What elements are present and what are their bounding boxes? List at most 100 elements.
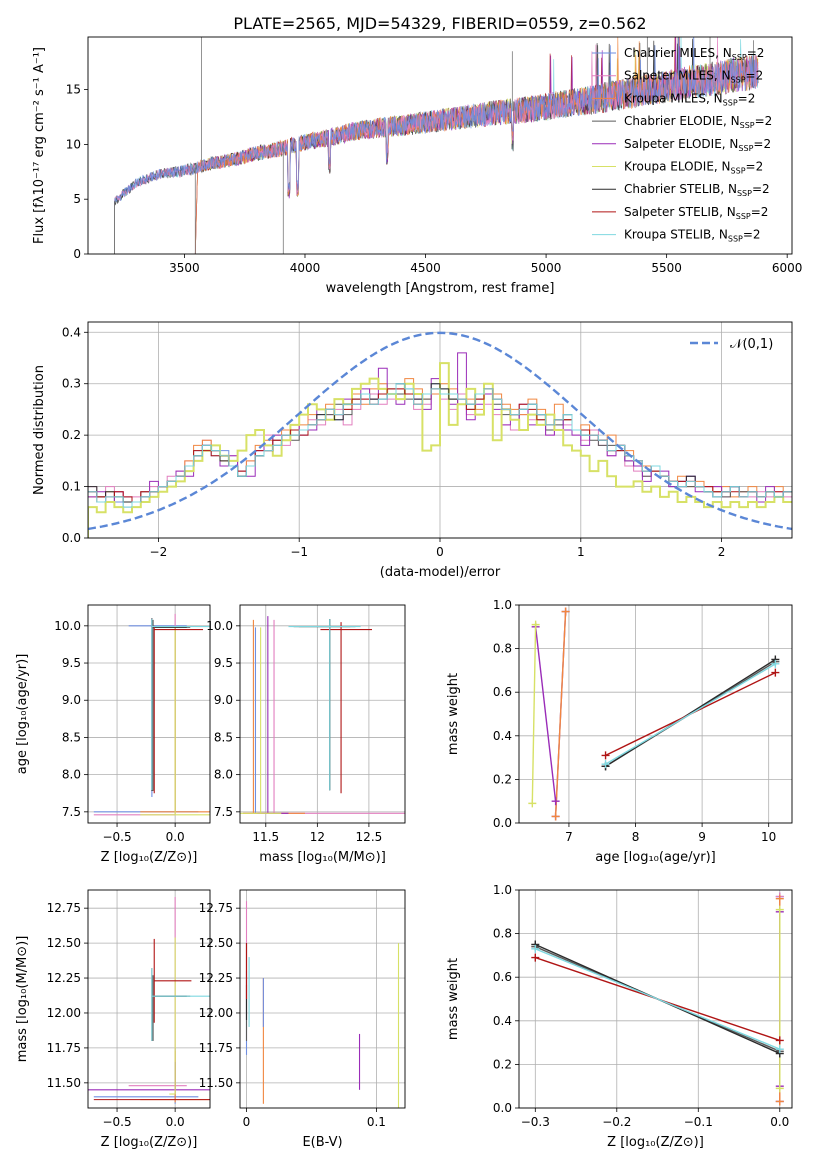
y-tick-label: 8.5 (62, 730, 81, 744)
weight-marker (561, 607, 570, 616)
x-axis-label: wavelength [Angstrom, rest frame] (326, 281, 555, 296)
y-tick-label: 11.75 (199, 1041, 233, 1055)
y-tick-label: 8.5 (214, 730, 233, 744)
axes-mass_vs_EBV: 0 0.1 11.50 11.75 12.00 12.25 12.50 12.75 E(B-V) (199, 889, 406, 1150)
x-tick-label: 10 (761, 830, 776, 844)
plot-area (528, 607, 780, 821)
figure-title: PLATE=2565, MJD=54329, FIBERID=0559, z=0… (233, 14, 646, 33)
x-tick-label: 0.0 (166, 1115, 185, 1129)
y-axis-label: Flux [fλ10⁻¹⁷ erg cm⁻² s⁻¹ A⁻¹] (32, 47, 47, 244)
axes-frame (87, 604, 211, 824)
x-tick-label: 5500 (651, 261, 682, 275)
histogram-series-8 (88, 383, 792, 538)
y-tick-label: 1.0 (493, 598, 512, 612)
axes-spectrum: 3500 4000 4500 5000 5500 6000 0 5 10 15 wavelength… (32, 36, 803, 296)
y-tick-label: 9.5 (214, 656, 233, 670)
spectrum-legend: Chabrier MILES, NSSP=2 Salpeter MILES, NS… (592, 46, 772, 244)
y-axis-label: mass [log₁₀(M/M⊙)] (15, 936, 30, 1063)
axes-age_vs_Z: −0.5 0.0 7.5 8.0 8.5 9.0 9.5 10.0 Z [log₁₀(Z/Z⊙)… (15, 604, 211, 865)
weight-marker (601, 760, 610, 769)
weight-marker (531, 944, 540, 953)
weight-marker (771, 659, 780, 668)
y-tick-label: 0.0 (62, 531, 81, 545)
y-tick-label: 10 (66, 137, 81, 151)
y-tick-label: 5 (73, 192, 81, 206)
x-axis-label: mass [log₁₀(M/M⊙)] (259, 850, 386, 865)
weight-marker (551, 812, 560, 821)
axes-weight_vs_Z: −0.3 −0.2 −0.1 0.0 0.0 0.2 0.4 0.6 0.8 1.0 Z [log₁… (446, 883, 793, 1150)
y-tick-label: 11.75 (47, 1041, 81, 1055)
y-tick-label: 0.8 (493, 642, 512, 656)
x-tick-label: 12.5 (356, 830, 383, 844)
legend-label-4: Salpeter ELODIE, NSSP=2 (624, 137, 771, 153)
y-tick-label: 0.4 (493, 729, 512, 743)
y-tick-label: 12.50 (199, 936, 233, 950)
legend-label-6: Chabrier STELIB, NSSP=2 (624, 182, 770, 198)
axes-frame (518, 889, 793, 1109)
x-tick-label: 6000 (772, 261, 803, 275)
legend-label-0: Chabrier MILES, NSSP=2 (624, 46, 764, 62)
legend-label-1: Salpeter MILES, NSSP=2 (624, 69, 763, 85)
x-tick-label: 11.5 (252, 830, 279, 844)
legend-label-8: Kroupa STELIB, NSSP=2 (624, 228, 761, 244)
y-tick-label: 12.25 (199, 971, 233, 985)
y-tick-label: 0 (73, 247, 81, 261)
normal-curve (88, 331, 792, 531)
y-tick-label: 12.50 (47, 936, 81, 950)
weight-line-4 (534, 626, 557, 802)
normal-legend-label: 𝒩(0,1) (730, 337, 773, 352)
axes-mass_vs_Z: −0.5 0.0 11.50 11.75 12.00 12.25 12.50 12.75 Z [… (15, 889, 211, 1150)
plot-area (88, 896, 210, 1104)
x-tick-label: 8 (632, 830, 640, 844)
y-tick-label: 11.50 (47, 1076, 81, 1090)
y-tick-label: 12.25 (47, 971, 81, 985)
x-tick-label: 0.0 (770, 1115, 789, 1129)
y-tick-label: 9.5 (62, 656, 81, 670)
y-axis-label: age [log₁₀(age/yr)] (15, 654, 30, 775)
axes-frame (239, 889, 406, 1109)
x-tick-label: −1 (290, 545, 308, 559)
y-tick-label: 0.2 (493, 772, 512, 786)
x-tick-label: −0.1 (684, 1115, 713, 1129)
x-axis-label: E(B-V) (302, 1135, 342, 1150)
plot-area (88, 331, 792, 538)
legend-label-5: Kroupa ELODIE, NSSP=2 (624, 160, 763, 176)
y-tick-label: 8.0 (214, 768, 233, 782)
x-tick-label: −0.5 (102, 830, 131, 844)
y-tick-label: 12.00 (47, 1006, 81, 1020)
y-tick-label: 10.0 (54, 619, 81, 633)
y-tick-label: 12.75 (199, 901, 233, 915)
x-axis-label: Z [log₁₀(Z/Z⊙)] (607, 1135, 704, 1150)
y-tick-label: 11.50 (199, 1076, 233, 1090)
plot-area (93, 613, 210, 816)
legend-label-3: Chabrier ELODIE, NSSP=2 (624, 114, 772, 130)
x-tick-label: −2 (150, 545, 168, 559)
x-tick-label: 2 (718, 545, 726, 559)
axes-frame (239, 604, 406, 824)
y-tick-label: 7.5 (214, 805, 233, 819)
y-axis-label: Normed distribution (32, 365, 47, 495)
axes-frame (518, 604, 793, 824)
x-tick-label: 12 (310, 830, 325, 844)
weight-marker (775, 1036, 784, 1045)
x-axis-label: Z [log₁₀(Z/Z⊙)] (101, 850, 198, 865)
legend-label-7: Salpeter STELIB, NSSP=2 (624, 205, 768, 221)
x-tick-label: −0.5 (102, 1115, 131, 1129)
y-tick-label: 9.0 (214, 693, 233, 707)
y-tick-label: 0.6 (493, 685, 512, 699)
y-tick-label: 1.0 (493, 883, 512, 897)
weight-line-2 (554, 611, 567, 817)
y-tick-label: 0.6 (493, 970, 512, 984)
plot-area (245, 901, 400, 1108)
x-tick-label: −0.2 (602, 1115, 631, 1129)
axes-frame (87, 321, 793, 539)
weight-marker (775, 1084, 784, 1093)
plot-area (531, 892, 784, 1106)
y-tick-label: 0.2 (62, 428, 81, 442)
weight-line-8 (535, 948, 781, 1050)
plot-area (240, 616, 405, 814)
y-tick-label: 12.75 (47, 901, 81, 915)
weight-marker (531, 953, 540, 962)
y-tick-label: 0.4 (493, 1014, 512, 1028)
